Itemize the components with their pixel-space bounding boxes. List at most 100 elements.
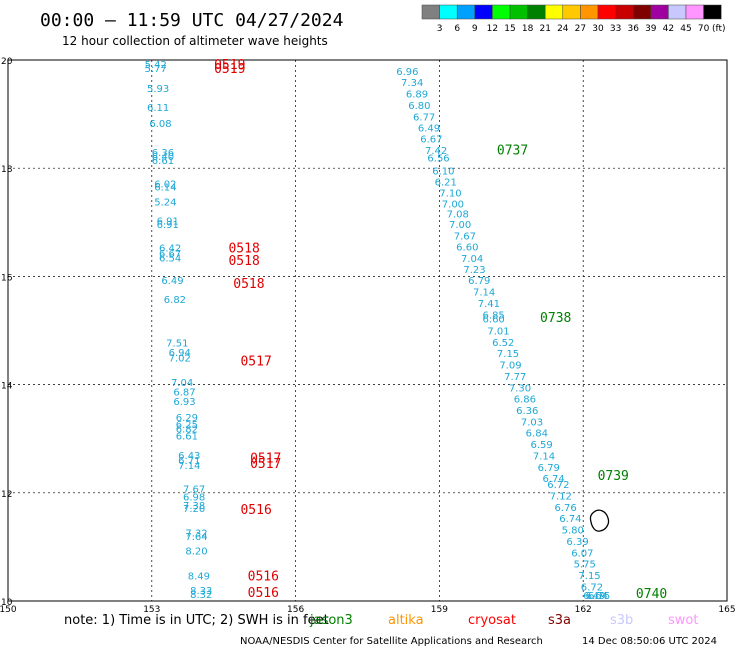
wave-height-label: 6.49: [418, 124, 440, 135]
legend-label: 15: [504, 24, 515, 34]
legend-unit: (ft): [712, 24, 726, 34]
satellite-label-jason3: jason3: [309, 613, 353, 628]
wave-height-label: 6.72: [581, 582, 603, 593]
legend-swatch: [668, 4, 687, 20]
legend-label: 6: [454, 24, 460, 34]
wave-height-label: 6.52: [492, 338, 514, 349]
axis-tick-labels: 150 153 156 159 162 165 10 12 14 16 18 20: [0, 57, 736, 615]
pass-time-label: 0517: [250, 452, 281, 467]
color-legend: 3 6 9 12 15 18 21 24 27 30 33 36 39 42 45 70 (ft): [421, 4, 726, 34]
pass-time-label: 0516: [248, 586, 279, 601]
wave-height-label: 6.79: [538, 463, 560, 474]
wave-height-label: 5.93: [147, 84, 169, 95]
wave-height-label: 7.67: [183, 484, 205, 495]
footer-timestamp: 14 Dec 08:50:06 UTC 2024: [582, 636, 717, 647]
wave-height-label: 6.49: [161, 276, 183, 287]
legend-label: 33: [610, 24, 621, 34]
pass-time-label: 0517: [240, 354, 271, 369]
wave-height-label: 8.49: [188, 572, 210, 583]
island-outline: [589, 509, 610, 532]
wave-height-label: 8.33: [190, 586, 212, 597]
legend-label: 36: [627, 24, 639, 34]
wave-height-label: 7.77: [504, 372, 526, 383]
wave-height-label: 7.04: [461, 254, 483, 265]
wave-height-label: 7.64: [185, 532, 207, 543]
wave-height-label: 6.36: [152, 148, 174, 159]
pass-time-labels: 0519051905180518051805170517051705160516…: [214, 58, 667, 602]
footer-credit: NOAA/NESDIS Center for Satellite Applica…: [240, 636, 543, 647]
wave-height-label: 5.80: [562, 526, 584, 537]
wave-height-label: 6.29: [176, 413, 198, 424]
pass-time-label: 0519: [214, 58, 245, 73]
legend-swatch: [685, 4, 704, 20]
legend-swatch: [492, 4, 511, 20]
wave-height-label: 7.41: [478, 299, 500, 310]
wave-height-label: 6.60: [456, 243, 478, 254]
legend-label: 70: [698, 24, 710, 34]
wave-height-label: 6.40: [152, 152, 174, 163]
satellite-label-cryosat: cryosat: [468, 613, 516, 628]
wave-height-label: 7.00: [442, 199, 464, 210]
pass-time-label: 0739: [598, 469, 629, 484]
wave-height-label: 7.23: [463, 265, 485, 276]
pass-time-label: 0517: [250, 457, 281, 472]
wave-height-label: 5.77: [145, 64, 167, 75]
wave-height-label: 7.08: [447, 210, 469, 221]
wave-height-label: 7.34: [401, 78, 423, 89]
y-tick-label: 10: [1, 598, 13, 608]
wave-height-label: 7.02: [169, 354, 191, 365]
wave-height-label: 7.14: [473, 288, 495, 299]
wave-height-label: 6.59: [530, 440, 552, 451]
wave-height-label: 8.32: [190, 590, 212, 601]
wave-height-label: 7.42: [425, 146, 447, 157]
wave-height-label: 6.71: [178, 456, 200, 467]
wave-height-label: 6.61: [176, 431, 198, 442]
wave-height-label: 6.89: [406, 90, 428, 101]
legend-label: 45: [680, 24, 691, 34]
wave-height-label: 6.74: [559, 514, 581, 525]
wave-height-label: 6.74: [542, 474, 564, 485]
legend-label: 39: [645, 24, 657, 34]
wave-height-label: 6.02: [154, 179, 176, 190]
wave-height-label: 7.32: [185, 528, 207, 539]
pass-time-label: 0516: [240, 503, 271, 518]
legend-swatch: [509, 4, 528, 20]
legend-swatch: [474, 4, 493, 20]
wave-height-label: 7.10: [439, 189, 461, 200]
y-tick-label: 18: [1, 165, 13, 175]
wave-height-label: 7.30: [509, 383, 531, 394]
footer-note: note: 1) Time is in UTC; 2) SWH is in fe…: [64, 613, 329, 628]
wave-height-label: 6.98: [183, 493, 205, 504]
wave-height-label: 6.84: [526, 429, 548, 440]
wave-height-label: 6.64: [586, 591, 608, 602]
x-tick-label: 159: [431, 605, 448, 615]
satellite-label-s3a: s3a: [548, 613, 571, 628]
pass-time-label: 0737: [497, 143, 528, 158]
legend-label: 30: [592, 24, 604, 34]
wave-height-points: 5.425.775.936.116.086.366.406.616.026.14…: [145, 60, 611, 602]
wave-height-label: 7.03: [521, 417, 543, 428]
x-tick-label: 165: [718, 605, 735, 615]
wave-height-label: 6.54: [159, 253, 181, 264]
legend-swatch: [650, 4, 669, 20]
wave-height-label: 6.76: [554, 503, 576, 514]
y-tick-label: 12: [1, 490, 12, 500]
legend-swatch: [562, 4, 581, 20]
wave-height-label: 6.72: [547, 480, 569, 491]
chart-title: 00:00 – 11:59 UTC 04/27/2024: [40, 10, 343, 31]
wave-height-label: 6.36: [516, 406, 538, 417]
pass-time-label: 0518: [228, 254, 259, 269]
wave-height-label: 6.39: [566, 537, 588, 548]
legend-swatch: [456, 4, 476, 20]
wave-height-label: 6.56: [427, 153, 449, 164]
wave-height-label: 6.79: [468, 276, 490, 287]
wave-height-label: 6.42: [159, 244, 181, 255]
wave-height-label: 7.15: [578, 571, 600, 582]
wave-height-label: 7.01: [487, 327, 509, 338]
wave-height-label: 6.87: [173, 388, 195, 399]
pass-time-label: 0738: [540, 311, 571, 326]
y-tick-label: 14: [1, 382, 13, 392]
wave-height-label: 7.51: [166, 338, 188, 349]
wave-height-label: 7.15: [497, 349, 519, 360]
